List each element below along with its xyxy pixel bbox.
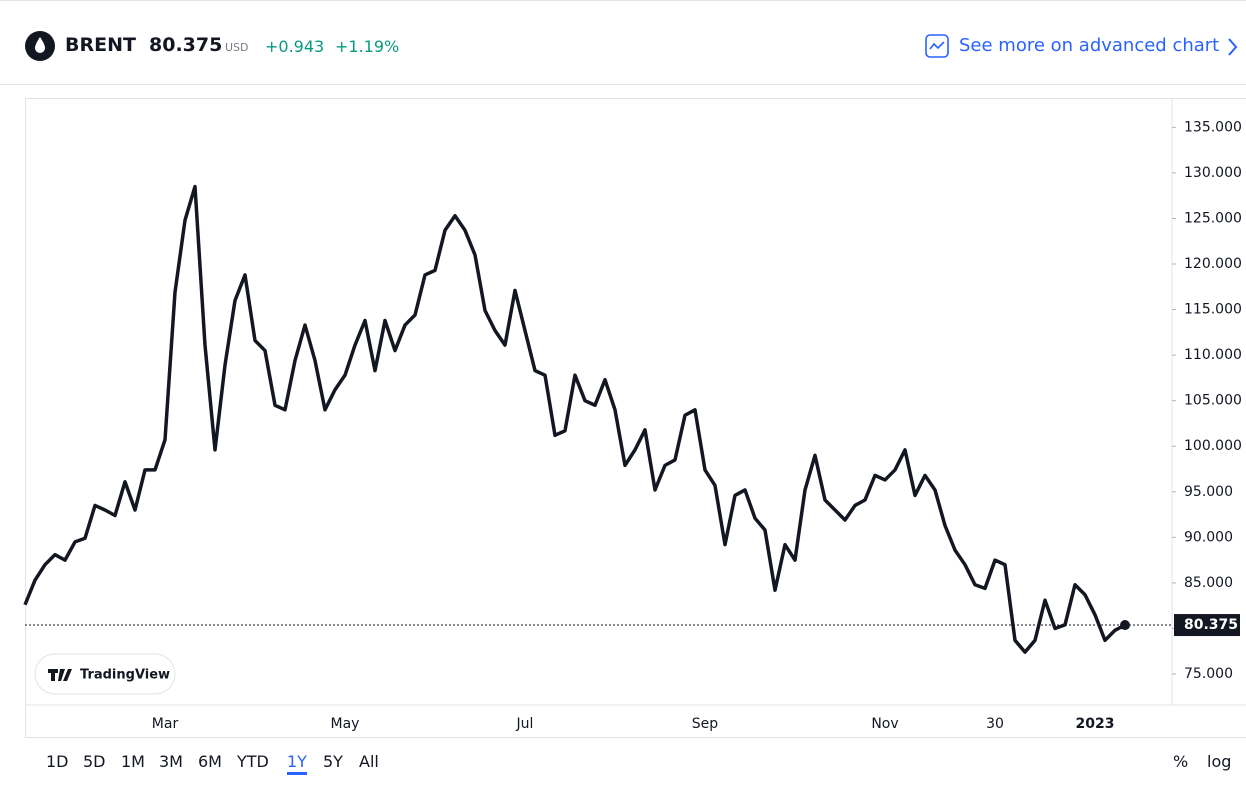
x-tick-label: Nov <box>871 716 898 732</box>
range-button[interactable]: YTD <box>237 752 269 771</box>
scale-button[interactable]: log <box>1207 752 1232 771</box>
x-tick-label: Mar <box>152 716 179 732</box>
price: 80.375 <box>149 34 223 56</box>
x-tick-label: May <box>331 716 360 732</box>
watermark-box <box>34 653 176 695</box>
symbol: BRENT <box>65 34 136 56</box>
footer: 1D 5D 1M 3M 6M YTD 1Y 5Y All% log <box>0 750 1246 780</box>
price-line <box>23 184 1126 654</box>
y-tick-label: 120.000 <box>1184 256 1242 272</box>
last-price-label: 80.375 <box>1184 617 1238 633</box>
currency: USD <box>225 41 249 54</box>
y-tick-label: 105.000 <box>1184 393 1242 409</box>
range-button[interactable]: All <box>359 752 379 771</box>
chevron[interactable] <box>1226 37 1240 57</box>
chart: 75.00080.00085.00090.00095.000100.000105… <box>23 98 1246 732</box>
watermark: TradingView <box>80 668 170 683</box>
range-button[interactable]: 6M <box>198 752 222 771</box>
y-tick-label: 90.000 <box>1184 529 1233 545</box>
y-tick-label: 115.000 <box>1184 302 1242 318</box>
range-button[interactable]: 5Y <box>323 752 343 771</box>
scale-button[interactable]: % <box>1173 752 1189 771</box>
link-icon[interactable] <box>925 34 951 60</box>
range-button[interactable]: 1Y <box>287 752 307 775</box>
x-tick-label: Jul <box>516 716 534 732</box>
y-tick-label: 85.000 <box>1184 575 1233 591</box>
range-button[interactable]: 1M <box>121 752 145 771</box>
y-tick-label: 100.000 <box>1184 438 1242 454</box>
last-point <box>1120 620 1130 631</box>
y-tick-label: 135.000 <box>1184 119 1242 135</box>
y-tick-label: 125.000 <box>1184 210 1242 226</box>
x-tick-label: Sep <box>692 716 719 732</box>
chart-frame <box>25 98 1246 738</box>
header: BRENT 80.375 USD +0.943 +1.19% See more … <box>0 0 1246 85</box>
range-button[interactable]: 3M <box>159 752 183 771</box>
last-price-badge <box>1174 614 1240 637</box>
x-tick-label: 30 <box>986 716 1004 732</box>
y-tick-label: 95.000 <box>1184 484 1233 500</box>
x-tick-label: 2023 <box>1076 716 1115 732</box>
y-tick-label: 130.000 <box>1184 165 1242 181</box>
range-button[interactable]: 5D <box>83 752 106 771</box>
change: +0.943 <box>265 37 325 56</box>
y-tick-label: 110.000 <box>1184 347 1242 363</box>
change-percent: +1.19% <box>335 37 400 56</box>
advanced-chart-link[interactable]: See more on advanced chart <box>959 35 1220 56</box>
y-tick-label: 75.000 <box>1184 666 1233 682</box>
range-button[interactable]: 1D <box>46 752 69 771</box>
watermark-logo <box>48 669 72 681</box>
symbol-icon <box>25 31 55 61</box>
